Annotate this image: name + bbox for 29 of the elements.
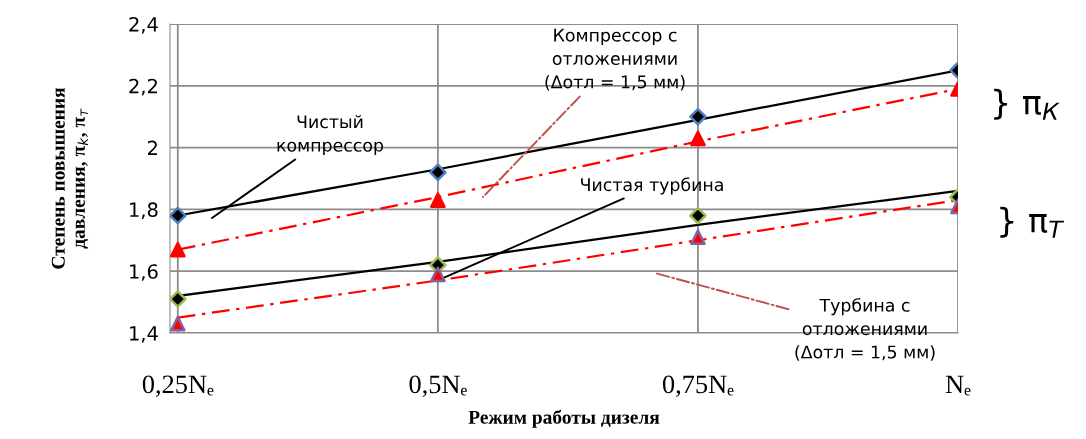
annotation: Турбина с отложениями (Δотл = 1,5 мм) [795,298,935,361]
point [430,266,446,283]
y-axis-title: Степень повышения давления, π$_{k}$, π$_{т}$ [51,87,89,269]
point [690,229,706,246]
point [689,206,707,225]
y-tick-label: 1,8 [130,202,158,220]
x-axis-title: Режим работы дизеля [468,409,660,428]
point [170,206,187,225]
text: } π$_{Т}$ [1000,206,1065,238]
point [170,290,187,308]
x-tick-label: 0,5Nₑ [409,375,467,398]
point [429,163,447,182]
point [170,315,186,332]
y-tick-label: 1,6 [130,264,158,281]
point [690,130,706,147]
y-tick-label: 2,4 [129,16,158,34]
point [170,241,186,258]
point [430,192,446,208]
annotation: Компрессор с отложениями (Δотл = 1,5 мм) [545,28,685,91]
y-tick-label: 1,4 [130,326,158,343]
y-tick-label: 2,2 [129,78,157,96]
text: } π$_{К}$ [994,88,1060,120]
annotation: Чистая турбина [581,177,723,195]
annotation: Чистый компрессор [277,114,384,156]
point [689,107,707,126]
x-tick-label: 0,75Nₑ [662,375,734,398]
x-tick-label: 0,25Nₑ [142,375,214,398]
x-tick-label: Nₑ [945,375,971,396]
y-tick-label: 2 [147,140,157,155]
